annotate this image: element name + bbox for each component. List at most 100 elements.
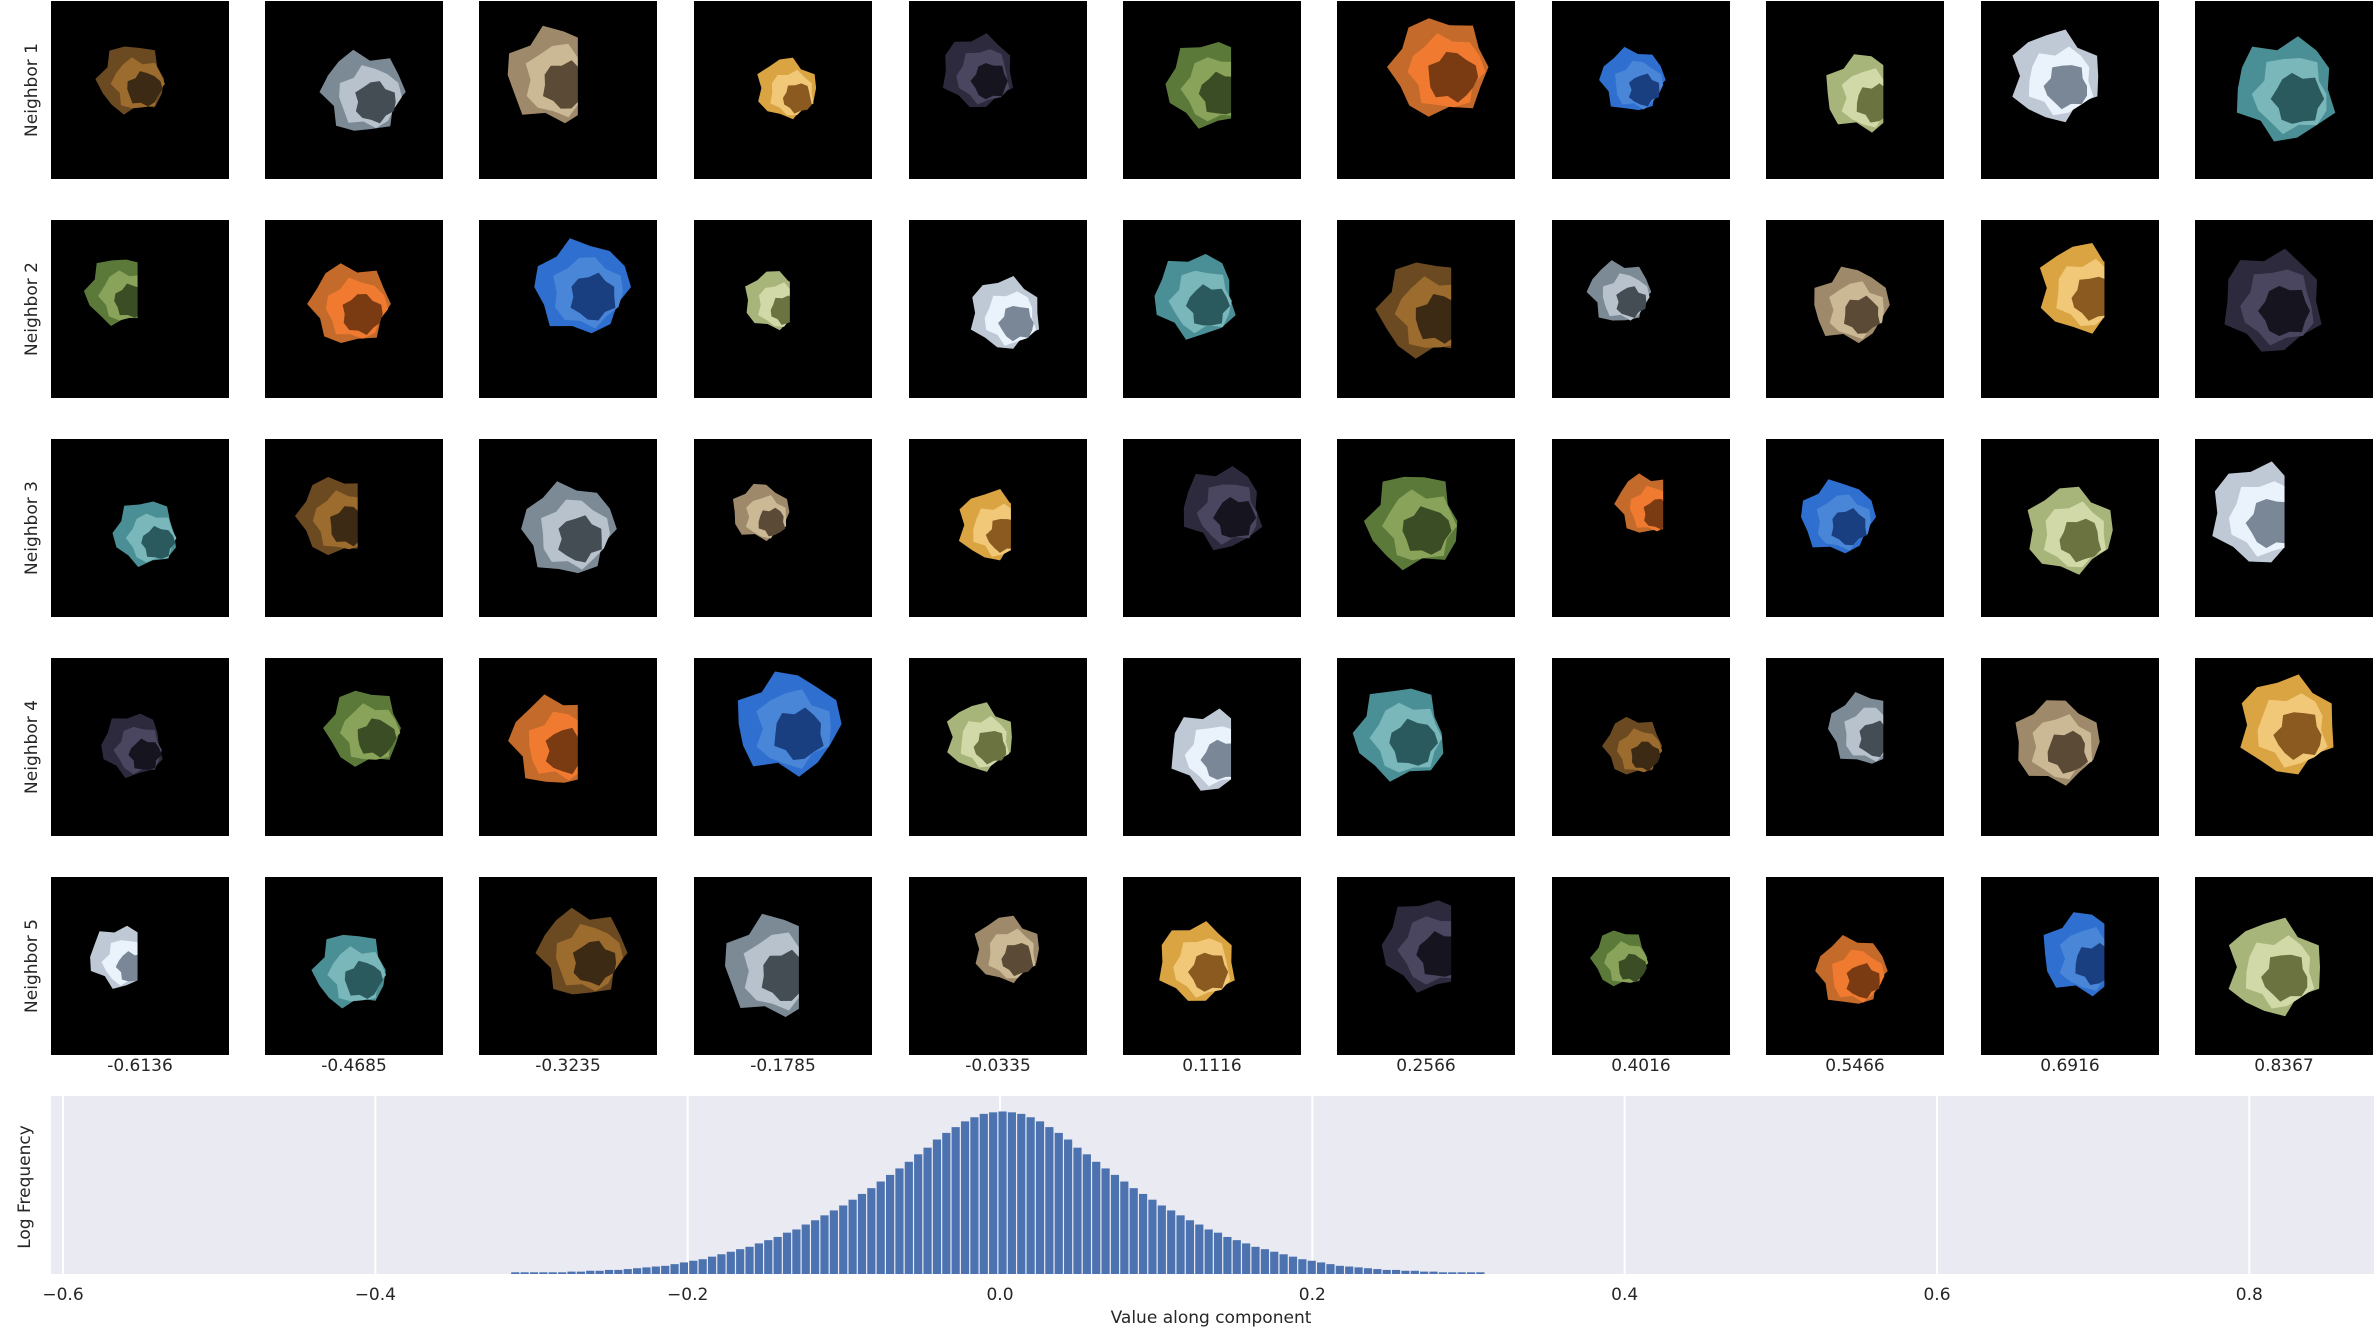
histogram-bar: [1082, 1154, 1091, 1274]
neighbor-image-tile: [909, 877, 1087, 1055]
masked-region: [1188, 952, 1229, 992]
neighbor-image-tile: [1337, 658, 1515, 836]
neighbor-image-tile: [1981, 877, 2159, 1055]
masked-region: [127, 71, 163, 107]
masked-region: [1616, 286, 1647, 318]
histogram-bar: [932, 1139, 942, 1274]
histogram-bar: [689, 1260, 698, 1274]
histogram-bars: [511, 1111, 1485, 1274]
histogram-bar: [1185, 1220, 1195, 1274]
neighbor-image-grid: Neighbor 1 Neighbor 2 Neighbor 3 Neighbor 4…: [12, 1, 2373, 1076]
masked-region: [2270, 72, 2325, 124]
neighbor-image-tile: [1981, 1, 2159, 179]
mask-edge: [577, 1, 657, 179]
neighbor-image-tile: [1766, 877, 1944, 1055]
neighbor-image-tile: [1337, 439, 1515, 617]
neighbor-image-tile: [1552, 877, 1730, 1055]
neighbor-image-tile: [1123, 1, 1301, 179]
neighbor-image-tile: [51, 877, 229, 1055]
histogram-bar: [1251, 1246, 1260, 1274]
masked-region: [1831, 508, 1867, 546]
masked-region: [355, 81, 396, 124]
neighbor-image-tile: [479, 1, 657, 179]
column-value-label: 0.1116: [1182, 1056, 1242, 1076]
column-value-label: 0.5466: [1825, 1056, 1885, 1076]
masked-region: [1631, 741, 1661, 772]
histogram-bar: [1420, 1271, 1429, 1274]
histogram-bar: [642, 1267, 651, 1274]
neighbor-image-tile: [1552, 220, 1730, 398]
histogram-bar: [1204, 1229, 1213, 1274]
histogram-bar: [895, 1168, 904, 1274]
histogram-bar: [1045, 1127, 1054, 1274]
mask-edge: [2104, 220, 2159, 398]
neighbor-image-tile: [1766, 439, 1944, 617]
neighbor-image-tile: [2195, 877, 2373, 1055]
column-value-label: 0.4016: [1611, 1056, 1671, 1076]
histogram-bar: [1195, 1224, 1204, 1274]
histogram-bar: [1120, 1181, 1129, 1274]
x-tick-label: 0.6: [1923, 1285, 1950, 1305]
column-value-label: 0.6916: [2040, 1056, 2100, 1076]
histogram-bar: [1307, 1260, 1316, 1274]
x-tick-label: 0.0: [986, 1285, 1013, 1305]
column-value-label: 0.2566: [1396, 1056, 1456, 1076]
row-label-text: Neighbor 3: [22, 481, 42, 575]
neighbor-image-tile: [1552, 439, 1730, 617]
histogram-bar: [1345, 1266, 1354, 1274]
neighbor-image-tile: [479, 439, 657, 617]
mask-edge: [789, 220, 872, 398]
neighbor-image-tile: [694, 658, 872, 836]
histogram-bar: [1429, 1271, 1438, 1274]
histogram-bar: [623, 1269, 632, 1274]
neighbor-image-tile: [265, 1, 443, 179]
histogram-bar: [1476, 1272, 1485, 1274]
histogram-bar: [754, 1243, 763, 1274]
histogram-bar: [1401, 1270, 1410, 1274]
masked-region: [758, 507, 786, 537]
neighbor-image-tile: [2195, 658, 2373, 836]
histogram-bar: [1007, 1112, 1016, 1274]
masked-region: [342, 294, 383, 335]
histogram-bar: [1176, 1215, 1185, 1274]
column-value-label: -0.4685: [321, 1056, 387, 1076]
masked-region: [1001, 943, 1034, 977]
histogram-bar: [1017, 1113, 1026, 1274]
neighbor-image-tile: [1981, 220, 2159, 398]
histogram-x-tick-labels: −0.6 −0.4 −0.2 0.0 0.2 0.4 0.6 0.8: [42, 1285, 2262, 1305]
histogram-bar: [1232, 1240, 1241, 1274]
histogram-bar: [1270, 1251, 1279, 1274]
masked-region: [128, 738, 162, 770]
row-label-neighbor-4: Neighbor 4: [12, 658, 52, 836]
histogram-bar: [886, 1174, 895, 1274]
neighbor-image-tile: [51, 220, 229, 398]
histogram-bar: [792, 1229, 801, 1274]
neighbor-image-tile: [265, 877, 443, 1055]
histogram-bar: [998, 1111, 1007, 1274]
neighbor-image-tile: [51, 658, 229, 836]
masked-region: [998, 306, 1034, 342]
histogram-bar: [539, 1272, 548, 1274]
column-value-label: 0.8367: [2254, 1056, 2314, 1076]
histogram-bar: [904, 1161, 913, 1274]
mask-edge: [357, 439, 443, 617]
histogram-bar: [970, 1117, 979, 1274]
row-label-neighbor-5: Neighbor 5: [12, 877, 52, 1055]
histogram-bar: [1148, 1199, 1157, 1274]
x-tick-label: 0.2: [1299, 1285, 1326, 1305]
histogram-bar: [1167, 1210, 1176, 1274]
masked-region: [558, 515, 602, 563]
histogram-bar: [1279, 1254, 1288, 1274]
histogram-bar: [1438, 1272, 1447, 1274]
neighbor-image-tile: [479, 877, 657, 1055]
column-value-label: -0.6136: [107, 1056, 173, 1076]
histogram-bar: [614, 1269, 623, 1274]
histogram-bar: [1373, 1269, 1382, 1274]
histogram-bar: [1138, 1193, 1148, 1274]
neighbor-image-tile: [1552, 658, 1730, 836]
x-tick-label: 0.8: [2236, 1285, 2263, 1305]
histogram-bar: [923, 1147, 932, 1274]
neighbor-image-tile: [265, 220, 443, 398]
mask-edge: [1451, 220, 1515, 398]
neighbor-image-tile: [909, 220, 1087, 398]
